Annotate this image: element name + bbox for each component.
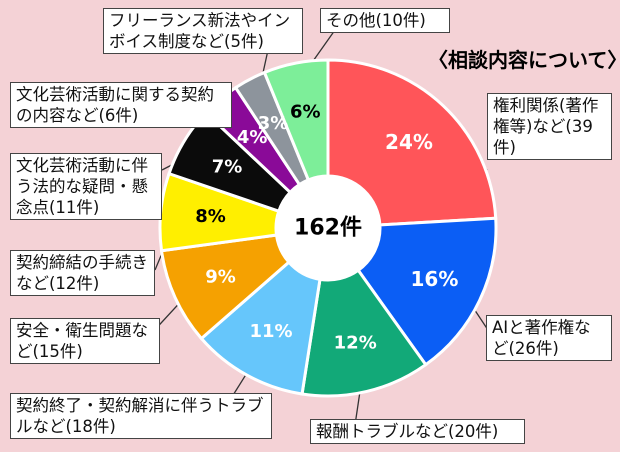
percent-label-ai-copyright: 16% [411, 267, 459, 291]
percent-label-contract-content: 4% [237, 127, 268, 148]
callout-legal-questions: 文化芸術活動に伴う法的な疑問・懸念点(11件) [10, 153, 162, 220]
percent-label-legal-questions: 7% [212, 157, 243, 178]
donut-hole [276, 176, 380, 280]
percent-label-contract-signing: 8% [195, 206, 226, 227]
callout-safety: 安全・衛生問題など(15件) [10, 318, 160, 364]
callout-freelance-invoice: フリーランス新法やインボイス制度など(5件) [103, 8, 303, 54]
percent-label-other: 6% [290, 102, 321, 123]
percent-label-freelance-invoice: 3% [258, 113, 289, 134]
percent-label-payment: 12% [334, 332, 377, 353]
percent-label-rights: 24% [385, 130, 433, 154]
callout-ai-copyright: AIと著作権など(26件) [486, 315, 612, 361]
callout-other: その他(10件) [320, 8, 450, 33]
percent-label-safety: 9% [205, 266, 236, 287]
callout-contract-content: 文化芸術活動に関する契約の内容など(6件) [10, 82, 232, 128]
callout-rights: 権利関係(著作権等)など(39件) [487, 93, 612, 160]
callout-contract-signing: 契約締結の手続きなど(12件) [10, 250, 155, 296]
callout-contract-end: 契約終了・契約解消に伴うトラブルなど(18件) [10, 393, 272, 439]
center-total-label: 162件 [294, 216, 362, 241]
callout-payment: 報酬トラブルなど(20件) [310, 419, 525, 444]
percent-label-contract-end: 11% [249, 321, 292, 342]
chart-title: 〈相談内容について〉 [428, 48, 620, 72]
